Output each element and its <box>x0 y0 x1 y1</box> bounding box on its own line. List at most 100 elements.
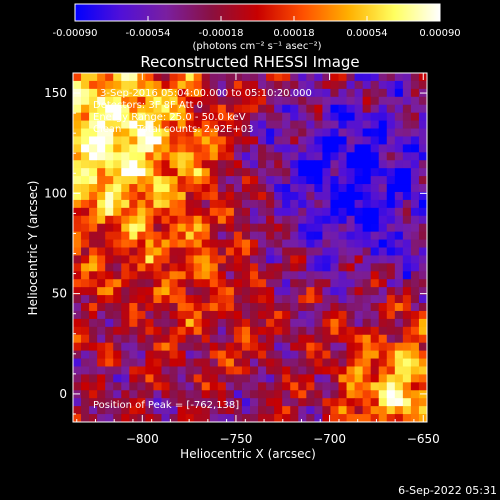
heatmap-cell <box>250 80 259 90</box>
heatmap-cell <box>193 104 203 114</box>
heatmap-cell <box>145 310 154 320</box>
heatmap-cell <box>81 191 90 201</box>
heatmap-cell <box>386 295 396 304</box>
heatmap-cell <box>346 358 355 367</box>
heatmap-cell <box>241 374 251 383</box>
heatmap-cell <box>346 279 355 288</box>
heatmap-cell <box>250 255 259 264</box>
heatmap-cell <box>346 120 355 129</box>
heatmap-cell <box>161 398 170 407</box>
heatmap-cell <box>338 207 347 217</box>
heatmap-cell <box>258 80 267 90</box>
heatmap-cell <box>121 414 130 422</box>
heatmap-cell <box>266 406 275 415</box>
heatmap-cell <box>137 231 146 240</box>
heatmap-cell <box>362 342 372 352</box>
heatmap-cell <box>185 303 195 312</box>
heatmap-cell <box>410 184 420 193</box>
heatmap-cell <box>402 207 412 217</box>
heatmap-cell <box>394 271 404 280</box>
heatmap-cell <box>129 104 138 114</box>
heatmap-cell <box>161 350 170 359</box>
heatmap-cell <box>153 168 162 177</box>
heatmap-cell <box>137 366 146 375</box>
heatmap-cell <box>201 191 211 201</box>
heatmap-cell <box>105 350 114 359</box>
heatmap-cell <box>137 239 146 248</box>
heatmap-cell <box>402 310 412 320</box>
heatmap-cell <box>225 263 235 272</box>
heatmap-cell <box>330 350 339 359</box>
heatmap-cell <box>418 80 427 90</box>
heatmap-cell <box>394 303 404 312</box>
heatmap-cell <box>394 414 404 422</box>
heatmap-cell <box>73 191 82 201</box>
heatmap-cell <box>97 136 106 145</box>
heatmap-cell <box>258 128 267 137</box>
heatmap-cell <box>322 287 331 296</box>
heatmap-cell <box>217 390 227 399</box>
heatmap-cell <box>241 176 251 185</box>
heatmap-cell <box>137 303 146 312</box>
heatmap-cell <box>354 104 364 114</box>
heatmap-cell <box>410 215 420 225</box>
heatmap-cell <box>153 414 162 422</box>
heatmap-cell <box>378 271 388 280</box>
heatmap-cell <box>314 128 323 137</box>
heatmap-cell <box>290 342 299 352</box>
heatmap-cell <box>370 390 380 399</box>
heatmap-cell <box>113 271 122 280</box>
heatmap-cell <box>89 191 98 201</box>
heatmap-cell <box>362 366 372 375</box>
heatmap-cell <box>73 215 82 225</box>
heatmap-cell <box>322 104 331 114</box>
heatmap-cell <box>274 144 283 153</box>
heatmap-cell <box>306 239 315 248</box>
heatmap-cell <box>346 406 355 415</box>
heatmap-cell <box>153 279 162 288</box>
heatmap-cell <box>177 263 187 272</box>
heatmap-cell <box>354 398 364 407</box>
heatmap-cell <box>193 271 203 280</box>
heatmap-cell <box>274 104 283 114</box>
heatmap-cell <box>225 223 235 233</box>
heatmap-cell <box>298 199 307 209</box>
heatmap-cell <box>209 88 219 98</box>
heatmap-cell <box>153 350 162 359</box>
heatmap-cell <box>169 342 178 352</box>
heatmap-cell <box>274 358 283 367</box>
heatmap-cell <box>113 88 122 98</box>
heatmap-cell <box>362 382 372 391</box>
heatmap-cell <box>209 112 219 121</box>
heatmap-cell <box>298 406 307 415</box>
heatmap-cell <box>185 279 195 288</box>
heatmap-cell <box>225 382 235 391</box>
heatmap-cell <box>201 136 211 145</box>
heatmap-cell <box>322 318 331 328</box>
heatmap-cell <box>402 191 412 201</box>
heatmap-cell <box>81 310 90 320</box>
heatmap-cell <box>306 184 315 193</box>
heatmap-cell <box>266 390 275 399</box>
heatmap-cell <box>330 80 339 90</box>
heatmap-cell <box>193 382 203 391</box>
heatmap-cell <box>97 263 106 272</box>
heatmap-cell <box>81 358 90 367</box>
heatmap-cell <box>169 279 178 288</box>
heatmap-cell <box>145 73 154 82</box>
colorbar-tick-label: 0.00018 <box>273 28 314 39</box>
heatmap-cell <box>161 342 170 352</box>
heatmap-cell <box>129 366 138 375</box>
heatmap-cell <box>354 136 364 145</box>
heatmap-cell <box>354 263 364 272</box>
heatmap-cell <box>346 128 355 137</box>
heatmap-cell <box>209 271 219 280</box>
heatmap-cell <box>266 310 275 320</box>
heatmap-cell <box>418 390 427 399</box>
heatmap-cell <box>121 358 130 367</box>
heatmap-cell <box>290 80 299 90</box>
heatmap-cell <box>241 168 251 177</box>
heatmap-cell <box>121 120 130 129</box>
heatmap-cell <box>177 310 187 320</box>
heatmap-cell <box>145 263 154 272</box>
